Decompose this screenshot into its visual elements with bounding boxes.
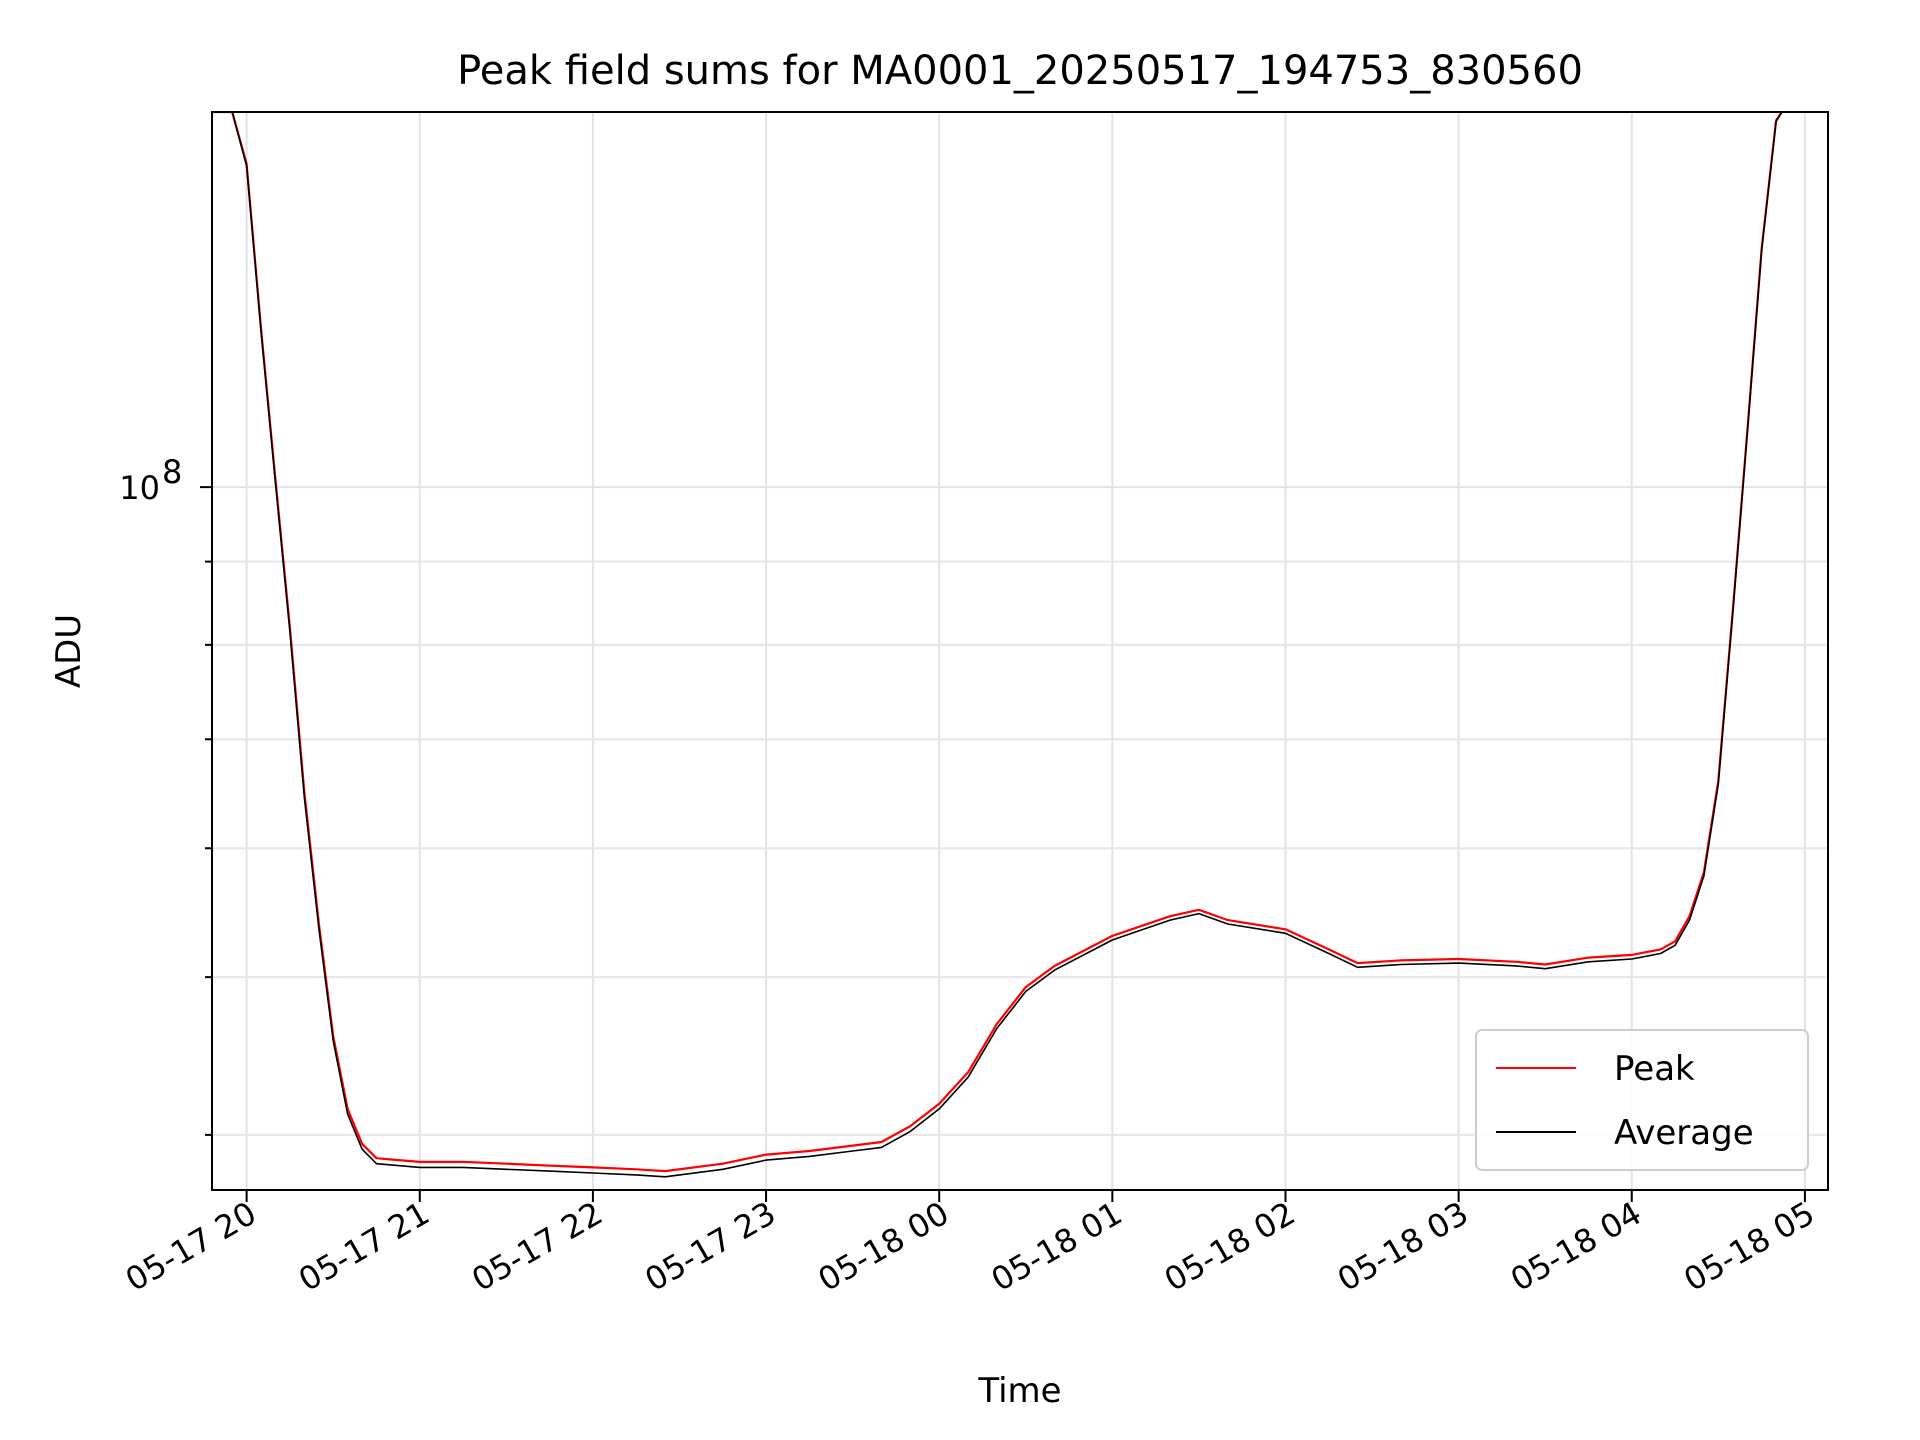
legend-label-peak: Peak: [1614, 1049, 1695, 1089]
y-tick-label-exponent: 8: [162, 453, 182, 491]
y-axis-label: ADU: [49, 614, 89, 688]
series-line-peak: [212, 112, 1783, 1173]
x-axis-label: Time: [977, 1371, 1061, 1411]
legend-label-average: Average: [1614, 1113, 1754, 1153]
legend: Peak Average: [1475, 1029, 1809, 1171]
series-line-average: [212, 112, 1783, 1178]
y-tick-label-base: 10: [119, 469, 160, 507]
plot-lines: [212, 112, 1783, 1178]
axes-frame: [211, 111, 1829, 1191]
chart-title: Peak field sums for MA0001_20250517_1947…: [457, 48, 1583, 94]
y-axis-ticks: 10 8: [119, 453, 212, 1136]
legend-box: [1475, 1029, 1809, 1171]
